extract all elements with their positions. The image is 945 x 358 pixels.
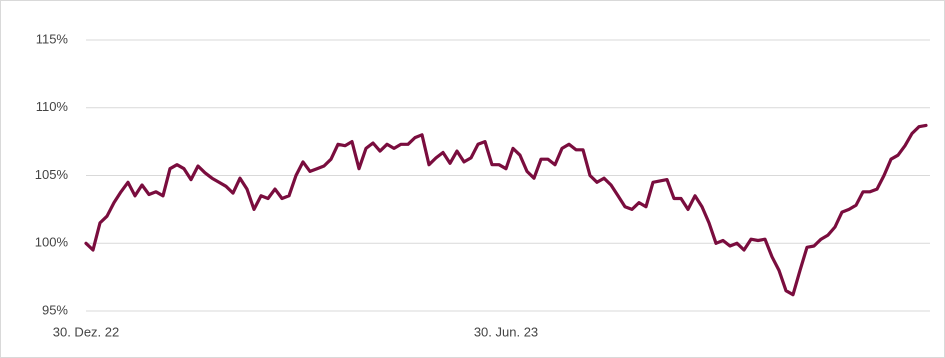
x-tick-label: 30. Dez. 22	[53, 324, 120, 339]
series-line	[84, 123, 928, 297]
x-tick-label: 30. Jun. 23	[474, 324, 538, 339]
y-tick-label: 100%	[35, 235, 69, 250]
y-tick-label: 115%	[36, 31, 69, 46]
y-tick-label: 105%	[35, 167, 69, 182]
y-tick-label: 95%	[42, 302, 68, 317]
y-tick-label: 110%	[36, 99, 69, 114]
